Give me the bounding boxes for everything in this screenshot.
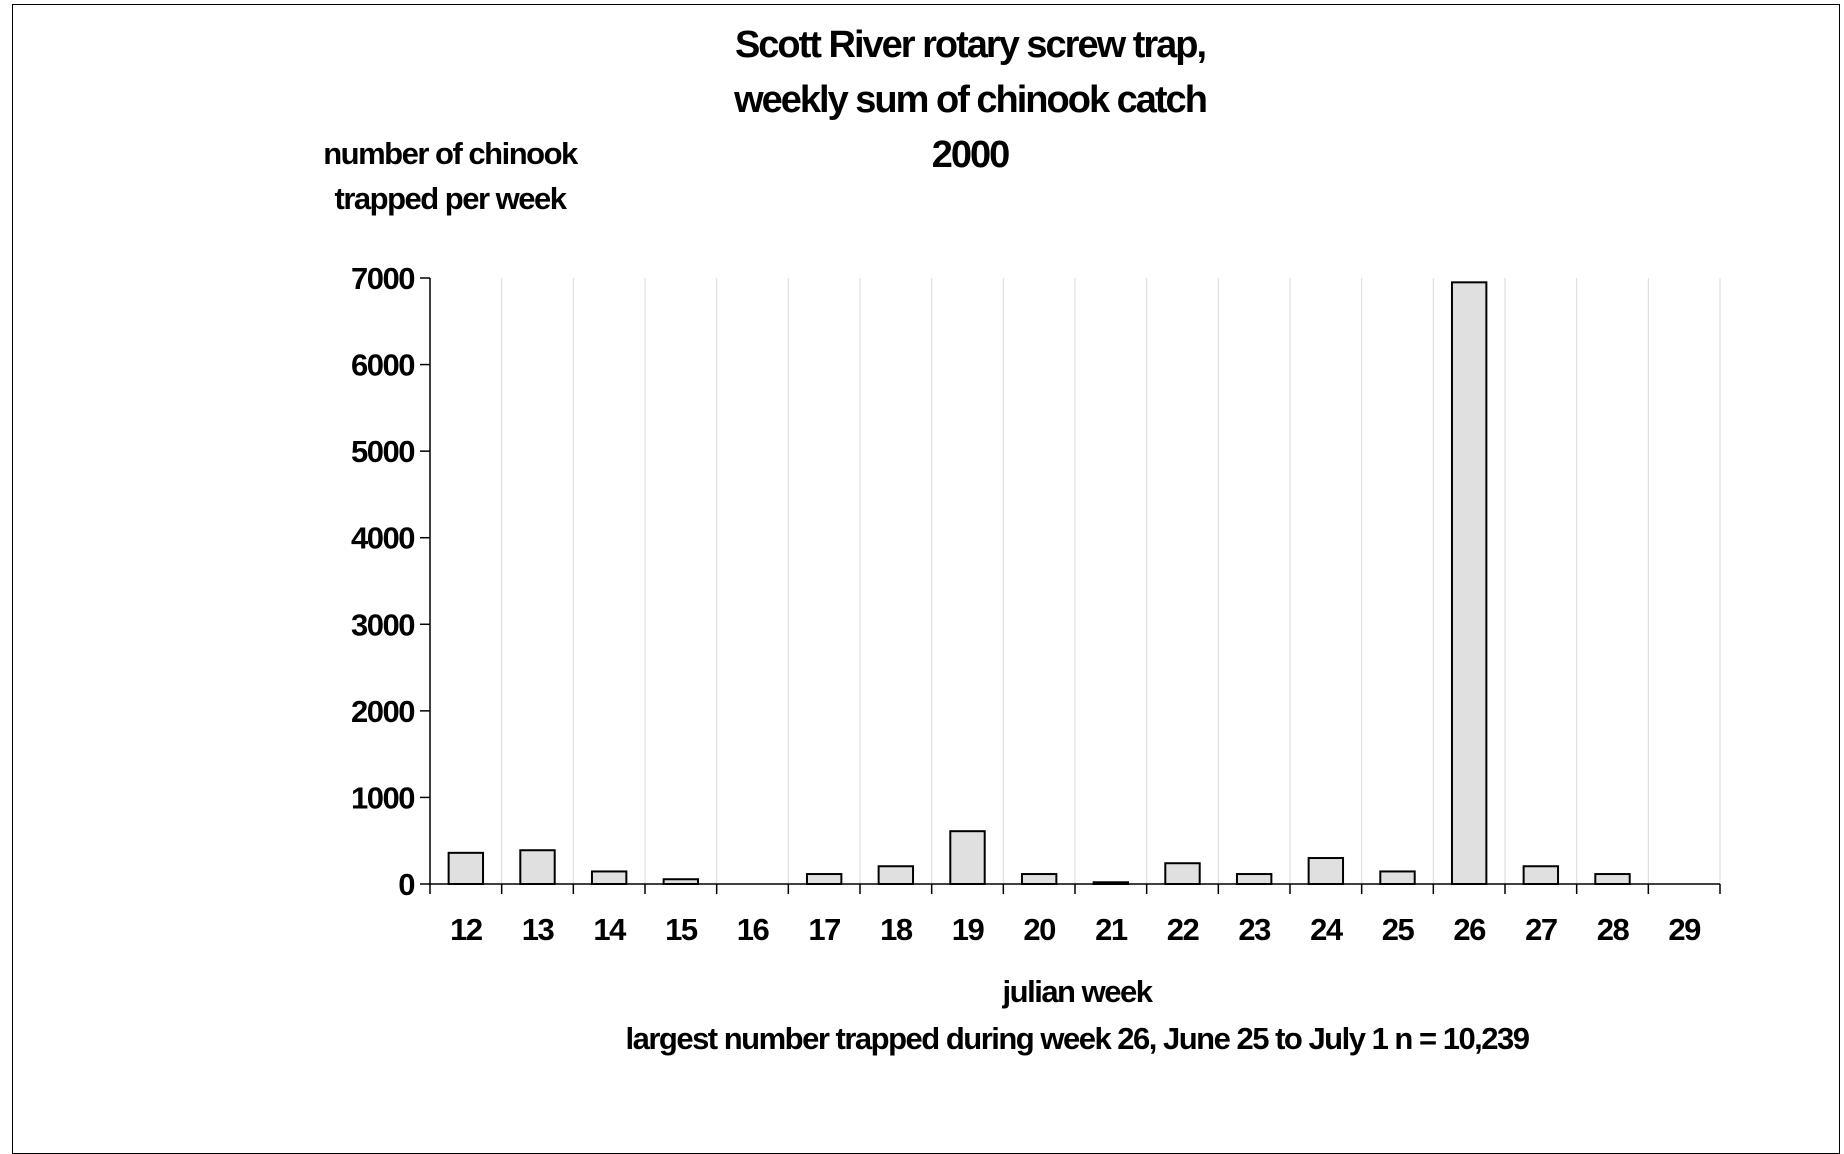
bar-week-22 bbox=[1164, 862, 1201, 885]
bar-week-27 bbox=[1522, 865, 1560, 886]
x-tick-label: 18 bbox=[880, 912, 913, 947]
bar-week-14 bbox=[590, 870, 628, 886]
x-tick-label: 14 bbox=[593, 912, 627, 947]
bar-week-25 bbox=[1379, 870, 1416, 886]
y-tick-label: 5000 bbox=[351, 434, 414, 469]
x-tick-label: 13 bbox=[522, 912, 555, 947]
chart-title-line-1: Scott River rotary screw trap, bbox=[734, 24, 1207, 66]
bar-week-13 bbox=[519, 849, 556, 885]
chart-annotation: largest number trapped during week 26, J… bbox=[625, 1021, 1530, 1056]
y-tick-label: 0 bbox=[398, 867, 414, 902]
x-tick-label: 21 bbox=[1095, 912, 1128, 947]
y-tick-label: 3000 bbox=[351, 607, 414, 642]
chart-title-line-3: 2000 bbox=[931, 134, 1011, 176]
x-tick-label: 15 bbox=[665, 912, 698, 947]
x-tick-label: 27 bbox=[1525, 912, 1557, 947]
bar-week-19 bbox=[949, 830, 986, 885]
x-tick-label: 24 bbox=[1310, 912, 1344, 947]
chart-title-line-2: weekly sum of chinook catch bbox=[734, 79, 1208, 121]
y-axis-label-line-2: trapped per week bbox=[334, 181, 567, 216]
x-tick-label: 20 bbox=[1023, 912, 1055, 947]
bar-week-17 bbox=[805, 873, 843, 886]
y-tick-label: 2000 bbox=[351, 694, 414, 729]
bar-week-26 bbox=[1450, 281, 1488, 886]
bar-week-20 bbox=[1020, 873, 1058, 886]
bar-week-18 bbox=[877, 865, 915, 886]
y-tick-label: 4000 bbox=[351, 521, 414, 556]
y-tick-label: 6000 bbox=[351, 348, 414, 383]
bar-week-24 bbox=[1307, 857, 1345, 885]
bar-week-28 bbox=[1594, 873, 1631, 886]
x-tick-label: 28 bbox=[1597, 912, 1630, 947]
x-tick-label: 25 bbox=[1382, 912, 1415, 947]
x-axis-label: julian week bbox=[1002, 974, 1153, 1009]
bar-week-12 bbox=[447, 851, 485, 886]
y-tick-label: 7000 bbox=[351, 261, 414, 296]
x-tick-label: 22 bbox=[1167, 912, 1199, 947]
y-axis-label-line-1: number of chinook bbox=[323, 136, 578, 171]
x-tick-label: 19 bbox=[952, 912, 985, 947]
x-tick-label: 26 bbox=[1453, 912, 1486, 947]
y-tick-label: 1000 bbox=[351, 780, 414, 815]
x-tick-label: 23 bbox=[1238, 912, 1271, 947]
bar-week-23 bbox=[1235, 873, 1273, 886]
x-tick-label: 16 bbox=[737, 912, 770, 947]
x-tick-label: 29 bbox=[1668, 912, 1701, 947]
x-tick-label: 17 bbox=[808, 912, 840, 947]
x-tick-label: 12 bbox=[450, 912, 482, 947]
